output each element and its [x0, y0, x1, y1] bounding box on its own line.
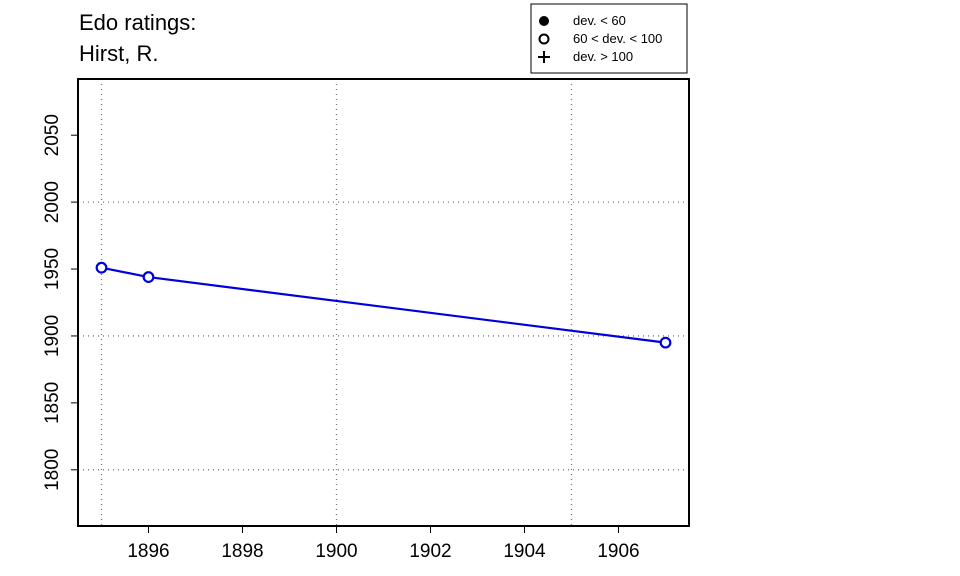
legend-open-circle-icon [538, 33, 550, 45]
data-point [95, 261, 108, 274]
grid [78, 79, 689, 526]
x-tick-label: 1906 [597, 541, 639, 562]
legend-plus-icon [538, 51, 550, 63]
legend-filled-circle-icon [539, 16, 549, 26]
series-layer [95, 261, 672, 349]
x-axis: 1896 1898 1900 1902 1904 1906 [127, 526, 640, 562]
x-tick-label: 1902 [409, 541, 451, 562]
legend-label-3: dev. > 100 [573, 49, 633, 64]
legend-label-2: 60 < dev. < 100 [573, 31, 662, 46]
chart-title-line-2: Hirst, R. [79, 41, 158, 66]
y-tick-label: 1800 [42, 449, 63, 491]
series-line [101, 266, 666, 344]
data-point [142, 271, 155, 283]
legend-box [530, 3, 688, 74]
x-tick-label: 1900 [315, 541, 357, 562]
plot-frame [77, 78, 690, 527]
x-tick-label: 1896 [127, 541, 169, 562]
x-tick-label: 1898 [221, 541, 263, 562]
chart-title-line-1: Edo ratings: [79, 10, 196, 35]
data-point [659, 336, 672, 349]
y-tick-label: 1950 [42, 248, 63, 290]
legend: dev. < 60 60 < dev. < 100 dev. > 100 [530, 3, 688, 74]
legend-label-1: dev. < 60 [573, 13, 626, 28]
y-tick-label: 2050 [42, 114, 63, 156]
y-tick-label: 2000 [42, 181, 63, 223]
y-axis: 1800 1850 1900 1950 2000 2050 [42, 114, 78, 491]
y-tick-label: 1900 [42, 315, 63, 357]
x-tick-label: 1904 [503, 541, 546, 562]
y-tick-label: 1850 [42, 382, 63, 424]
